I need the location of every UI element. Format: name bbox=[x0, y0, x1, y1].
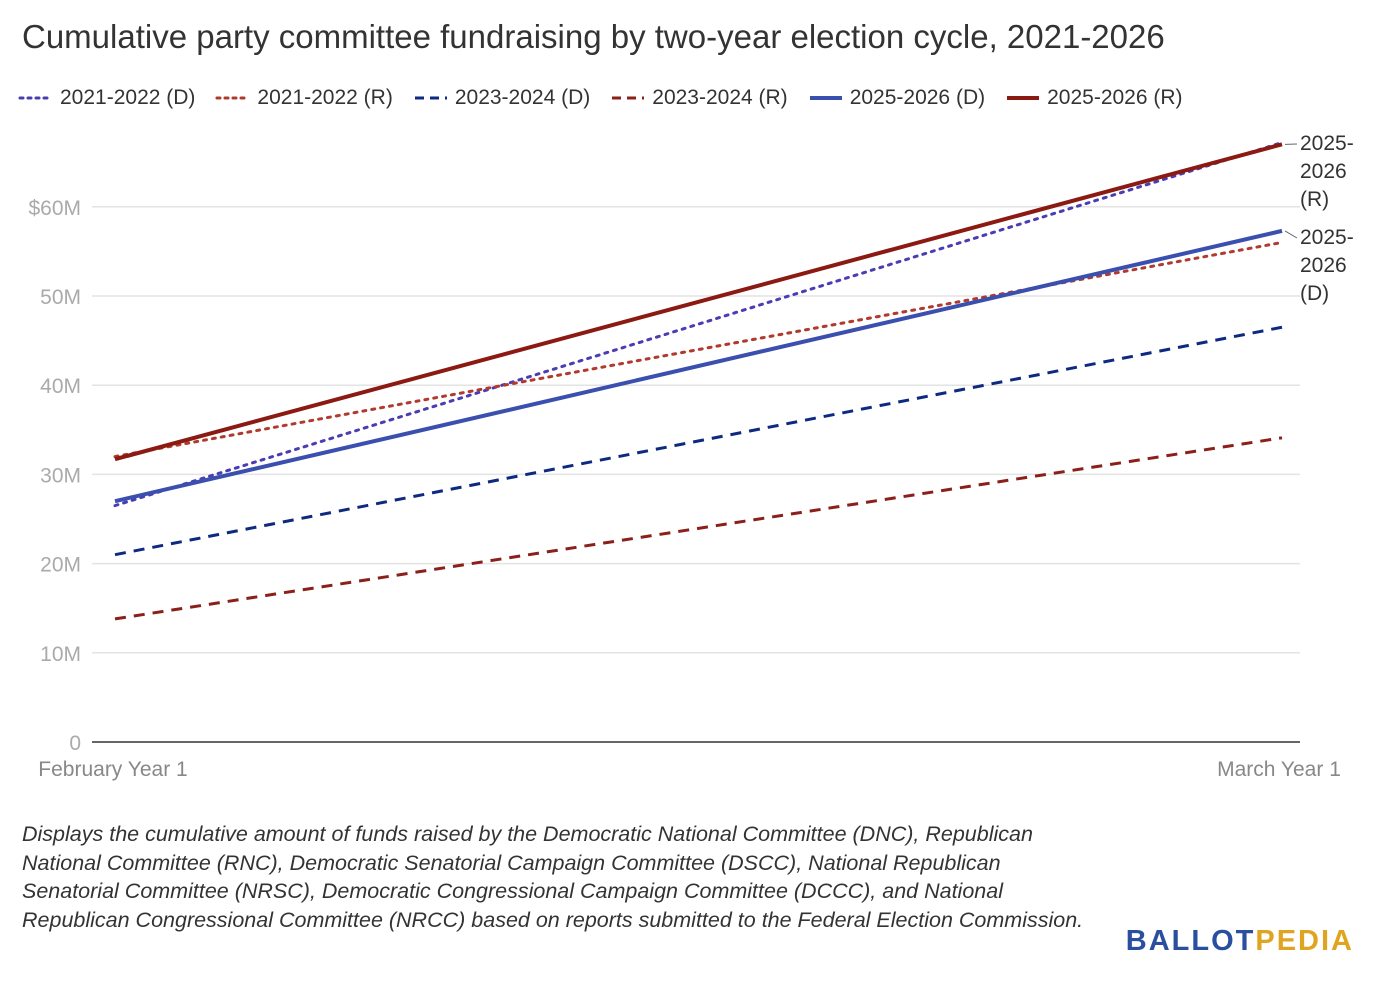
legend-swatch bbox=[18, 96, 54, 100]
legend-item: 2021-2022 (R) bbox=[215, 86, 393, 110]
legend-swatch bbox=[414, 96, 447, 100]
chart-title: Cumulative party committee fundraising b… bbox=[22, 18, 1165, 55]
series-line-2025-2026-d bbox=[114, 228, 1283, 504]
end-label-text: 2026 bbox=[1300, 254, 1347, 277]
legend-item: 2023-2024 (D) bbox=[413, 86, 590, 110]
y-tick-label: 20M bbox=[40, 554, 81, 577]
series-line-2021-2022-d bbox=[113, 141, 1284, 508]
series-line-2023-2024-r bbox=[114, 436, 1283, 621]
legend-item: 2025-2026 (D) bbox=[808, 86, 985, 110]
y-tick-label: 40M bbox=[40, 375, 81, 398]
end-label-text: 2025- bbox=[1300, 132, 1354, 155]
legend-swatch bbox=[612, 96, 645, 100]
end-label-text: (R) bbox=[1300, 188, 1329, 211]
legend-label: 2023-2024 (R) bbox=[652, 86, 788, 109]
ballotpedia-logo: BALLOTPEDIA bbox=[1126, 925, 1354, 958]
logo-part-pedia: PEDIA bbox=[1255, 925, 1354, 957]
legend-swatch bbox=[1007, 96, 1040, 100]
end-label-text: 2026 bbox=[1300, 160, 1347, 183]
chart-notes: Displays the cumulative amount of funds … bbox=[22, 822, 1084, 932]
legend-item: 2021-2022 (D) bbox=[18, 86, 195, 110]
x-tick-label: March Year 1 bbox=[1217, 758, 1341, 781]
legend-label: 2025-2026 (D) bbox=[849, 86, 986, 109]
series-line-2025-2026-r bbox=[114, 142, 1283, 462]
y-tick-label: 0 bbox=[69, 732, 81, 755]
legend-label: 2023-2024 (D) bbox=[454, 86, 591, 109]
logo-part-ballot: BALLOT bbox=[1125, 925, 1256, 957]
legend-swatch bbox=[215, 96, 251, 100]
legend-item: 2025-2026 (R) bbox=[1005, 86, 1183, 110]
chart-legend: 2021-2022 (D) 2021-2022 (R) 2023-2024 (D) 2… bbox=[18, 86, 1183, 110]
series-line-2021-2022-r bbox=[113, 240, 1284, 459]
y-tick-label: 50M bbox=[40, 286, 81, 309]
end-label-leader bbox=[1284, 230, 1298, 239]
end-label-text: 2025- bbox=[1300, 226, 1354, 249]
y-tick-label: $60M bbox=[28, 197, 81, 220]
legend-label: 2021-2022 (D) bbox=[60, 86, 196, 109]
legend-swatch bbox=[809, 96, 842, 100]
end-label-text: (D) bbox=[1300, 282, 1329, 305]
series-line-2023-2024-d bbox=[114, 325, 1283, 557]
y-tick-label: 10M bbox=[40, 643, 81, 666]
legend-label: 2025-2026 (R) bbox=[1047, 86, 1183, 109]
legend-item: 2023-2024 (R) bbox=[610, 86, 788, 110]
line-chart: 0 10M 20M 30M 40M 50M $60M February Year 1 March… bbox=[28, 132, 1354, 781]
legend-label: 2021-2022 (R) bbox=[257, 86, 393, 109]
y-tick-label: 30M bbox=[40, 464, 81, 487]
x-tick-label: February Year 1 bbox=[38, 758, 187, 781]
